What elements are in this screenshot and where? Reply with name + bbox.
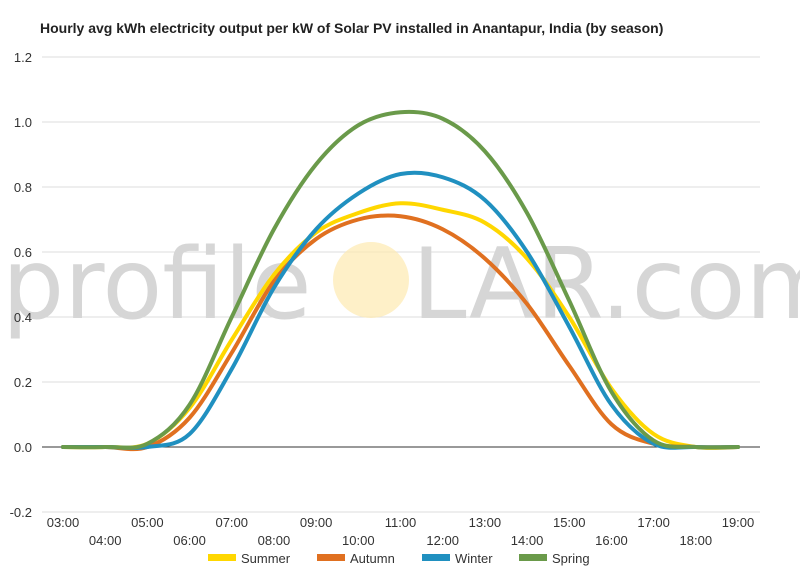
watermark-sun-icon (333, 242, 409, 318)
watermark: profile LAR.com (2, 228, 800, 342)
x-tick-label: 10:00 (342, 533, 375, 548)
legend-swatch-spring (519, 554, 547, 561)
x-tick-label: 18:00 (680, 533, 713, 548)
y-axis-ticks: -0.2 0.0 0.2 0.4 0.6 0.8 1.0 1.2 (10, 50, 32, 520)
y-tick-label: 1.0 (14, 115, 32, 130)
watermark-left-text: profile (2, 228, 312, 342)
y-tick-label: 0.8 (14, 180, 32, 195)
x-tick-label: 06:00 (173, 533, 206, 548)
legend-label-autumn: Autumn (350, 551, 395, 566)
x-tick-label: 09:00 (300, 515, 333, 530)
y-tick-label: 0.4 (14, 310, 32, 325)
series-line-spring (61, 109, 740, 450)
watermark-right-text: LAR.com (412, 228, 800, 342)
series-line-autumn (61, 213, 740, 452)
series-lines (61, 109, 740, 452)
x-tick-label: 05:00 (131, 515, 164, 530)
series-line-winter (61, 170, 740, 450)
x-tick-label: 15:00 (553, 515, 586, 530)
x-tick-label: 12:00 (426, 533, 459, 548)
x-axis-ticks: 03:00 04:00 05:00 06:00 07:00 08:00 09:00 10:00… (47, 515, 755, 548)
y-tick-label: -0.2 (10, 505, 32, 520)
x-tick-label: 16:00 (595, 533, 628, 548)
x-tick-label: 19:00 (722, 515, 755, 530)
x-tick-label: 11:00 (385, 515, 417, 530)
x-tick-label: 17:00 (637, 515, 670, 530)
legend-swatch-winter (422, 554, 450, 561)
x-tick-label: 07:00 (215, 515, 248, 530)
legend-swatch-summer (208, 554, 236, 561)
legend-label-winter: Winter (455, 551, 493, 566)
y-tick-label: 0.0 (14, 440, 32, 455)
x-tick-label: 04:00 (89, 533, 122, 548)
legend-label-spring: Spring (552, 551, 590, 566)
y-tick-label: 0.2 (14, 375, 32, 390)
chart-title: Hourly avg kWh electricity output per kW… (40, 20, 663, 36)
legend: Summer Autumn Winter Spring (208, 551, 590, 566)
x-tick-label: 03:00 (47, 515, 80, 530)
x-tick-label: 14:00 (511, 533, 544, 548)
legend-swatch-autumn (317, 554, 345, 561)
y-tick-label: 0.6 (14, 245, 32, 260)
legend-label-summer: Summer (241, 551, 291, 566)
x-tick-label: 08:00 (258, 533, 291, 548)
y-tick-label: 1.2 (14, 50, 32, 65)
x-tick-label: 13:00 (469, 515, 502, 530)
